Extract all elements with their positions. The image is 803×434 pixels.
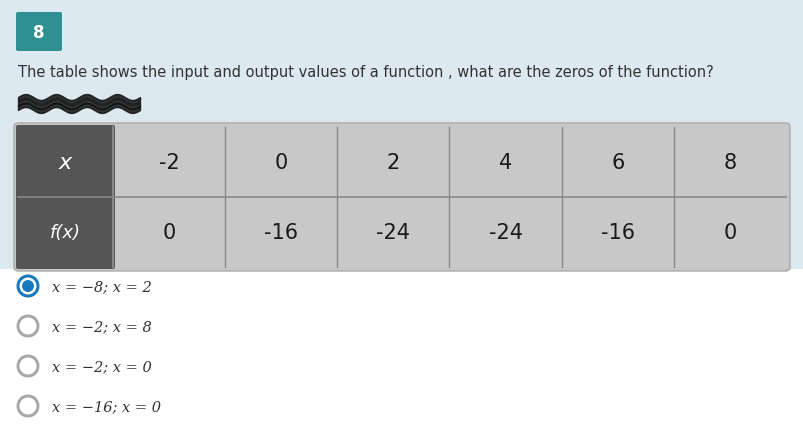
Circle shape	[18, 316, 38, 336]
Text: 0: 0	[162, 223, 176, 243]
Circle shape	[18, 396, 38, 416]
Text: -2: -2	[158, 153, 179, 173]
FancyBboxPatch shape	[16, 13, 62, 52]
Text: -24: -24	[376, 223, 410, 243]
FancyBboxPatch shape	[14, 124, 789, 271]
Text: x = −2; x = 0: x = −2; x = 0	[52, 359, 152, 373]
Text: x: x	[59, 153, 72, 173]
Circle shape	[18, 276, 38, 296]
Text: -24: -24	[488, 223, 522, 243]
Text: 6: 6	[610, 153, 624, 173]
Text: x = −16; x = 0: x = −16; x = 0	[52, 399, 161, 413]
Bar	[0, 0, 803, 269]
Text: f(x): f(x)	[50, 224, 81, 241]
Circle shape	[22, 280, 34, 293]
Text: 4: 4	[499, 153, 512, 173]
Text: 8: 8	[723, 153, 736, 173]
Text: x = −2; x = 8: x = −2; x = 8	[52, 319, 152, 333]
Circle shape	[18, 356, 38, 376]
FancyBboxPatch shape	[16, 196, 115, 270]
Text: x = −8; x = 2: x = −8; x = 2	[52, 279, 152, 293]
FancyBboxPatch shape	[16, 126, 115, 200]
Text: 8: 8	[33, 23, 45, 41]
Text: 0: 0	[275, 153, 287, 173]
Text: 0: 0	[723, 223, 736, 243]
Text: The table shows the input and output values of a function , what are the zeros o: The table shows the input and output val…	[18, 65, 713, 80]
Text: -16: -16	[264, 223, 298, 243]
Text: -16: -16	[600, 223, 634, 243]
Text: 2: 2	[386, 153, 400, 173]
